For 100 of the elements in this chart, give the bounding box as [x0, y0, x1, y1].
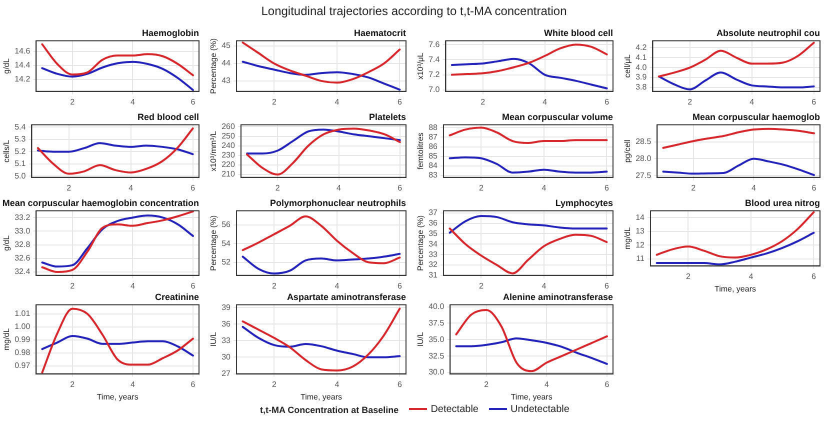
y-tick-label: 220 — [222, 160, 236, 170]
chart-title: Haematocrit — [354, 28, 406, 38]
y-tick-label: 35 — [428, 228, 438, 238]
x-tick-label: 4 — [750, 97, 755, 106]
y-tick-label: 0.97 — [14, 361, 31, 370]
x-tick-label: 4 — [336, 183, 342, 192]
x-tick-label: 6 — [190, 183, 196, 192]
y-tick-label: 34 — [428, 239, 438, 248]
x-tick-label: 6 — [190, 97, 196, 106]
y-tick-label: 37 — [428, 208, 438, 218]
line-series — [242, 215, 401, 264]
x-tick-label: 4 — [334, 281, 340, 290]
y-tick-label: 7.6 — [428, 40, 440, 49]
y-axis-title: IU/L — [209, 331, 218, 347]
y-tick-label: 14.4 — [14, 60, 31, 70]
y-tick-label: 44 — [222, 58, 232, 68]
y-tick-label: 210 — [222, 170, 236, 179]
x-tick-label: 4 — [751, 183, 756, 192]
line-series — [448, 156, 608, 174]
line-series — [455, 309, 608, 372]
y-tick-label: 11 — [636, 254, 646, 264]
y-tick-label: 32.8 — [14, 240, 31, 250]
x-tick-label: 2 — [691, 183, 696, 192]
y-tick-label: 1.00 — [14, 322, 31, 332]
y-tick-label: 85 — [428, 152, 438, 161]
y-tick-label: 88 — [428, 122, 438, 132]
chart-title: Mean corpuscular haemoglobin concentration — [2, 198, 199, 208]
chart-title: Polymorphonuclear neutrophils — [270, 198, 406, 208]
line-series — [242, 252, 401, 275]
y-tick-label: 31 — [428, 270, 438, 280]
x-axis-title: Time, years — [714, 284, 756, 294]
line-series — [662, 128, 815, 149]
line-series — [242, 308, 401, 372]
line-series — [36, 142, 194, 156]
line-series — [242, 42, 401, 84]
x-tick-label: 2 — [480, 97, 486, 106]
chart-title: Alenine aminotransferase — [502, 292, 613, 302]
chart-title: Haemoglobin — [142, 28, 199, 38]
y-tick-label: 3.9 — [636, 72, 648, 82]
x-tick-label: 2 — [272, 97, 277, 106]
x-tick-label: 6 — [604, 380, 610, 389]
x-tick-label: 2 — [70, 281, 76, 290]
y-axis-title: cells/L — [2, 139, 12, 162]
x-tick-label: 4 — [130, 281, 136, 290]
chart-title: Aspartate aminotransferase — [286, 292, 406, 302]
x-tick-label: 2 — [686, 272, 691, 281]
y-tick-label: 32 — [428, 260, 438, 270]
y-tick-label: 32.6 — [14, 254, 31, 263]
x-tick-label: 6 — [604, 281, 610, 290]
chart-title: Mean corpuscular haemoglob — [692, 112, 820, 122]
y-tick-label: 32.4 — [14, 267, 31, 276]
y-axis-title: mg/dL — [623, 226, 632, 250]
y-axis-title: x10³/mm³/L — [209, 130, 218, 172]
y-tick-label: 33.2 — [14, 212, 31, 222]
x-tick-label: 6 — [812, 183, 817, 192]
legend-label: Undetectable — [510, 404, 570, 415]
chart-title: Platelets — [368, 112, 406, 122]
y-tick-label: 14 — [636, 212, 646, 222]
line-series — [41, 43, 194, 76]
y-tick-label: 28.5 — [636, 136, 652, 146]
line-series — [448, 126, 608, 144]
line-series — [246, 128, 401, 154]
y-tick-label: 14.6 — [14, 46, 31, 56]
y-tick-label: 30.0 — [428, 368, 445, 377]
x-tick-label: 4 — [130, 97, 136, 106]
y-tick-label: 13 — [636, 226, 646, 236]
y-axis-title: Percentage (%) — [209, 38, 218, 94]
y-tick-label: 250 — [222, 131, 236, 140]
y-tick-label: 30 — [222, 352, 232, 362]
y-tick-label: 45 — [222, 41, 232, 50]
x-tick-label: 4 — [542, 183, 547, 192]
line-series — [656, 211, 815, 259]
y-tick-label: 0.99 — [14, 335, 31, 344]
x-tick-label: 6 — [398, 183, 403, 192]
y-tick-label: 240 — [222, 141, 236, 150]
y-tick-label: 7.0 — [428, 85, 440, 94]
chart-title: Blood urea nitrog — [745, 198, 820, 208]
y-tick-label: 0.98 — [14, 348, 31, 358]
y-axis-title: g/dL — [2, 234, 12, 251]
x-tick-label: 6 — [190, 281, 196, 290]
y-tick-label: 32.5 — [428, 351, 445, 360]
x-tick-label: 6 — [604, 97, 610, 106]
x-tick-label: 2 — [272, 281, 277, 290]
x-axis-title: Time, years — [300, 392, 342, 402]
x-tick-label: 2 — [66, 183, 72, 192]
y-tick-label: 36 — [428, 218, 438, 228]
y-axis-title: Percentage (%) — [209, 214, 218, 271]
y-axis-title: Percentage (%) — [416, 214, 426, 271]
line-series — [448, 228, 608, 274]
x-tick-label: 4 — [130, 380, 136, 389]
x-tick-label: 4 — [128, 183, 134, 192]
line-series — [242, 326, 401, 358]
line-series — [448, 215, 608, 234]
y-tick-label: 39 — [222, 302, 232, 312]
x-tick-label: 6 — [397, 97, 402, 106]
y-tick-label: 3.8 — [636, 82, 648, 92]
x-tick-label: 6 — [604, 183, 610, 192]
line-series — [41, 335, 194, 357]
line-series — [36, 127, 194, 175]
line-series — [41, 60, 194, 91]
